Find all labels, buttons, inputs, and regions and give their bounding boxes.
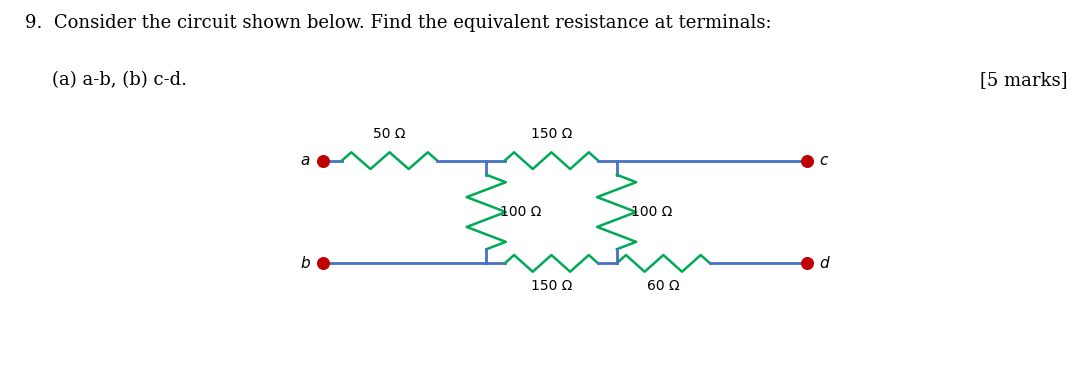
Text: 150 Ω: 150 Ω — [531, 127, 572, 141]
Text: [5 marks]: [5 marks] — [980, 71, 1068, 89]
Text: (a) a-b, (b) c-d.: (a) a-b, (b) c-d. — [51, 71, 187, 89]
Text: 100 Ω: 100 Ω — [631, 205, 672, 219]
Text: d: d — [820, 256, 830, 271]
Point — [798, 157, 816, 164]
Text: c: c — [820, 153, 828, 168]
Text: 9.  Consider the circuit shown below. Find the equivalent resistance at terminal: 9. Consider the circuit shown below. Fin… — [24, 14, 771, 32]
Text: b: b — [300, 256, 310, 271]
Text: 100 Ω: 100 Ω — [500, 205, 542, 219]
Text: 60 Ω: 60 Ω — [648, 279, 679, 293]
Point — [798, 260, 816, 266]
Point — [314, 157, 332, 164]
Text: 50 Ω: 50 Ω — [373, 127, 406, 141]
Point — [314, 260, 332, 266]
Text: a: a — [301, 153, 310, 168]
Text: 150 Ω: 150 Ω — [531, 279, 572, 293]
